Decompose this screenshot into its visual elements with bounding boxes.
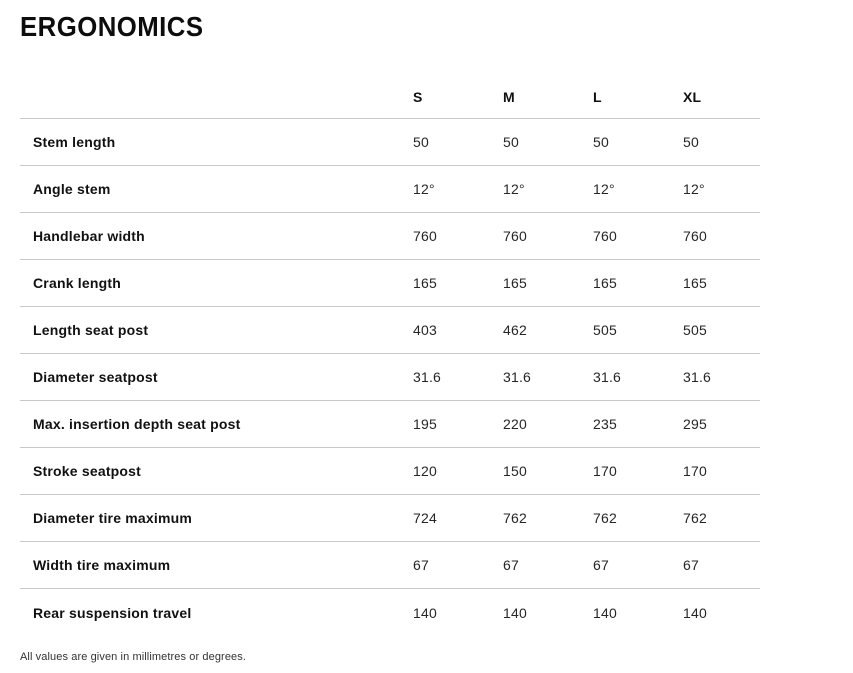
row-value: 140 bbox=[413, 604, 437, 621]
row-value: 12° bbox=[413, 181, 435, 197]
row-value: 50 bbox=[413, 134, 429, 150]
row-value: 235 bbox=[593, 416, 617, 432]
row-value: 762 bbox=[683, 510, 707, 526]
table-row: Max. insertion depth seat post 195 220 235 2… bbox=[20, 401, 760, 448]
row-value: 170 bbox=[683, 463, 707, 479]
row-value: 195 bbox=[413, 416, 437, 432]
table-row: Width tire maximum 67 67 67 67 bbox=[20, 542, 760, 589]
row-value: 295 bbox=[683, 416, 707, 432]
column-header-xl: XL bbox=[683, 88, 702, 105]
row-value: 165 bbox=[593, 275, 617, 291]
row-value: 462 bbox=[503, 322, 527, 338]
column-header-s: S bbox=[413, 88, 423, 105]
row-value: 50 bbox=[503, 134, 519, 150]
row-value: 220 bbox=[503, 416, 527, 432]
table-row: Angle stem 12° 12° 12° 12° bbox=[20, 166, 760, 213]
row-value: 724 bbox=[413, 510, 437, 526]
row-value: 50 bbox=[683, 134, 699, 150]
row-label: Handlebar width bbox=[33, 228, 145, 244]
row-value: 165 bbox=[683, 275, 707, 291]
row-value: 12° bbox=[593, 181, 615, 197]
table-row: Rear suspension travel 140 140 140 140 bbox=[20, 589, 760, 636]
row-value: 150 bbox=[503, 463, 527, 479]
row-value: 120 bbox=[413, 463, 437, 479]
column-header-m: M bbox=[503, 88, 515, 105]
row-label: Diameter tire maximum bbox=[33, 510, 193, 526]
row-value: 140 bbox=[683, 604, 707, 621]
table-row: Handlebar width 760 760 760 760 bbox=[20, 213, 760, 260]
row-label: Diameter seatpost bbox=[33, 369, 158, 385]
row-value: 760 bbox=[593, 228, 617, 244]
table-row: Stem length 50 50 50 50 bbox=[20, 119, 760, 166]
table-footnote: All values are given in millimetres or d… bbox=[20, 651, 247, 663]
row-value: 67 bbox=[593, 557, 609, 573]
row-value: 12° bbox=[503, 181, 525, 197]
row-value: 31.6 bbox=[683, 369, 712, 385]
row-value: 31.6 bbox=[503, 369, 532, 385]
row-value: 170 bbox=[593, 463, 617, 479]
table-row: Diameter tire maximum 724 762 762 762 bbox=[20, 495, 760, 542]
row-value: 140 bbox=[503, 604, 527, 621]
table-row: Crank length 165 165 165 165 bbox=[20, 260, 760, 307]
row-value: 67 bbox=[683, 557, 699, 573]
row-value: 505 bbox=[593, 322, 617, 338]
row-value: 31.6 bbox=[413, 369, 442, 385]
row-label: Length seat post bbox=[33, 322, 149, 338]
row-value: 165 bbox=[503, 275, 527, 291]
row-value: 762 bbox=[593, 510, 617, 526]
row-value: 67 bbox=[413, 557, 429, 573]
row-label: Stroke seatpost bbox=[33, 463, 142, 479]
row-value: 760 bbox=[503, 228, 527, 244]
table-row: Length seat post 403 462 505 505 bbox=[20, 307, 760, 354]
ergonomics-table: S M L XL Stem length 50 50 50 50 Angle stem 12… bbox=[20, 75, 760, 636]
row-value: 165 bbox=[413, 275, 437, 291]
row-value: 12° bbox=[683, 181, 705, 197]
page-title: ERGONOMICS bbox=[20, 11, 204, 42]
row-value: 50 bbox=[593, 134, 609, 150]
row-label: Angle stem bbox=[33, 181, 111, 197]
row-value: 760 bbox=[683, 228, 707, 244]
row-label: Max. insertion depth seat post bbox=[33, 416, 241, 432]
table-row: Diameter seatpost 31.6 31.6 31.6 31.6 bbox=[20, 354, 760, 401]
row-value: 140 bbox=[593, 604, 617, 621]
row-value: 762 bbox=[503, 510, 527, 526]
table-header-row: S M L XL bbox=[20, 75, 760, 119]
row-label: Rear suspension travel bbox=[33, 604, 192, 621]
row-label: Stem length bbox=[33, 134, 116, 150]
row-value: 67 bbox=[503, 557, 519, 573]
row-value: 760 bbox=[413, 228, 437, 244]
table-body: Stem length 50 50 50 50 Angle stem 12° 12° 12° 12… bbox=[20, 119, 760, 636]
row-label: Width tire maximum bbox=[33, 557, 171, 573]
row-value: 505 bbox=[683, 322, 707, 338]
row-label: Crank length bbox=[33, 275, 121, 291]
row-value: 31.6 bbox=[593, 369, 622, 385]
table-row: Stroke seatpost 120 150 170 170 bbox=[20, 448, 760, 495]
column-header-l: L bbox=[593, 88, 602, 105]
row-value: 403 bbox=[413, 322, 437, 338]
